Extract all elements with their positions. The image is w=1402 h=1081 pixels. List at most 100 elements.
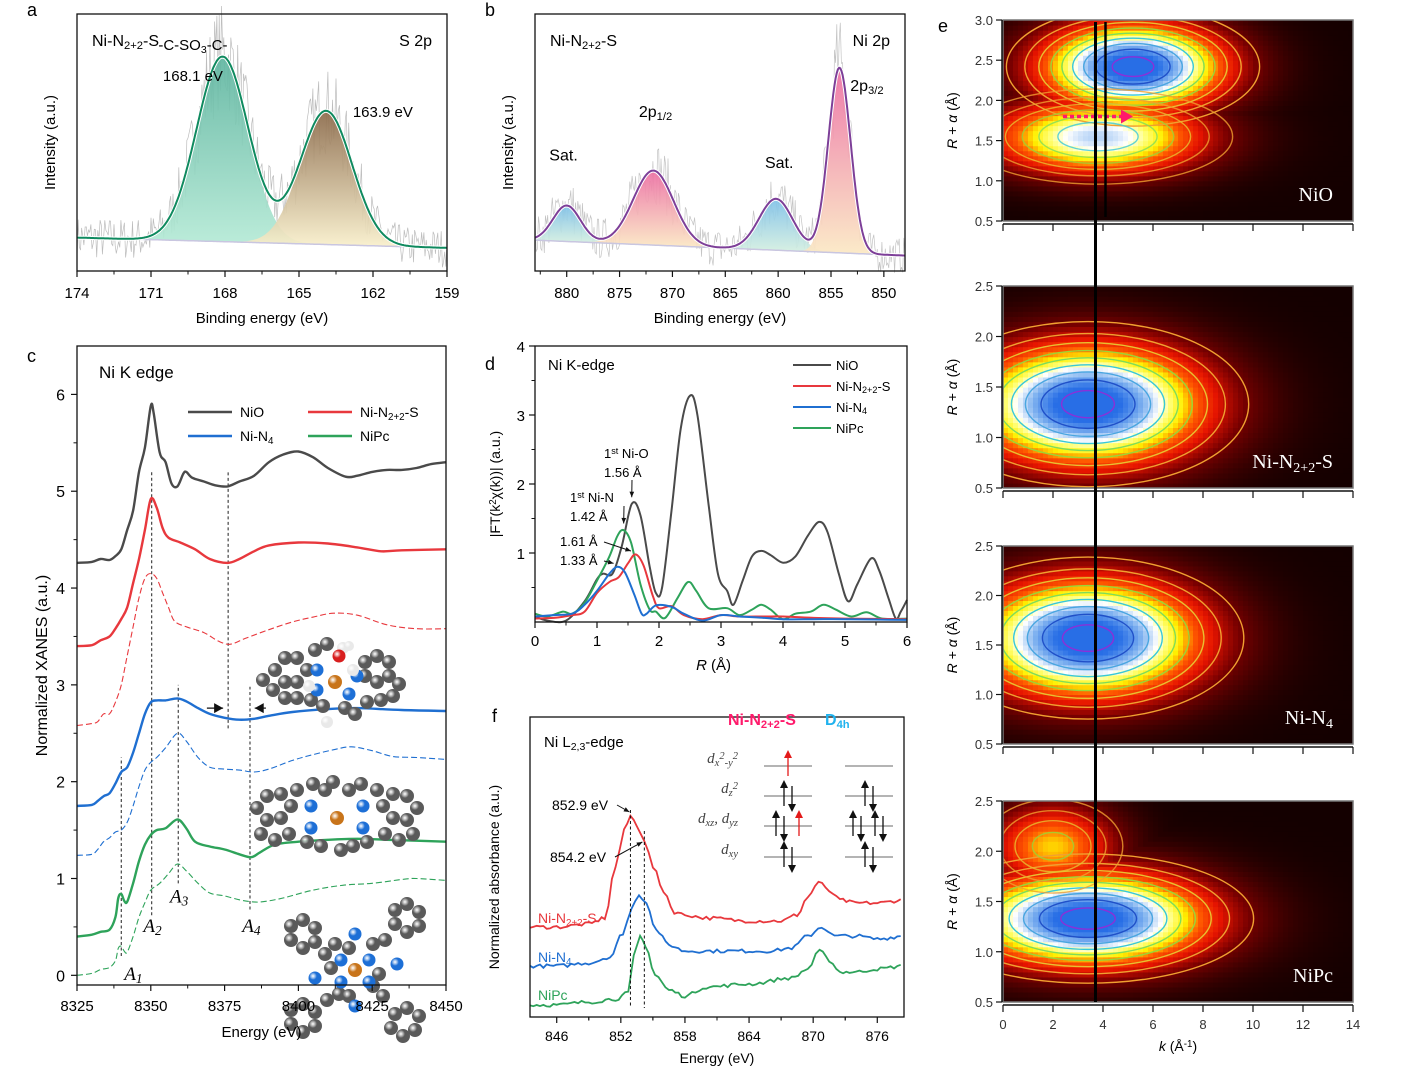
heatmap-cell — [1163, 296, 1169, 302]
heatmap-cell — [1123, 131, 1129, 137]
heatmap-cell — [1263, 45, 1269, 51]
atom — [349, 928, 362, 941]
heatmap-cell — [1318, 206, 1324, 212]
heatmap-cell — [1068, 306, 1074, 312]
heatmap-cell — [1033, 75, 1039, 81]
heatmap-cell — [1318, 115, 1324, 121]
heatmap-cell — [1243, 146, 1249, 152]
heatmap-cell — [1333, 50, 1339, 56]
heatmap-cell — [1118, 186, 1124, 192]
heatmap-cell — [1008, 286, 1014, 292]
heatmap-cell — [1298, 146, 1304, 152]
heatmap-cell — [1018, 181, 1024, 187]
heatmap-cell — [1158, 301, 1164, 307]
heatmap-cell — [1163, 306, 1169, 312]
heatmap-cell — [1068, 75, 1074, 81]
heatmap-cell — [1143, 136, 1149, 142]
heatmap-cell — [1218, 60, 1224, 66]
heatmap-cell — [1243, 191, 1249, 197]
heatmap-cell — [1198, 186, 1204, 192]
annotation-ni-n-part: Ni-N — [584, 490, 614, 505]
heatmap-cell — [1073, 65, 1079, 71]
heatmap-cell — [1048, 201, 1054, 207]
heatmap-cell — [1068, 296, 1074, 302]
heatmap-cell — [1143, 201, 1149, 207]
heatmap-cell — [1283, 65, 1289, 71]
heatmap-cell — [1018, 397, 1024, 403]
heatmap-cell — [1008, 60, 1014, 66]
heatmap-cell — [1238, 131, 1244, 137]
heatmap-cell — [1048, 286, 1054, 292]
atom — [311, 664, 324, 677]
heatmap-cell — [1278, 65, 1284, 71]
heatmap-cell — [1228, 156, 1234, 162]
heatmap-cell — [1088, 20, 1094, 26]
heatmap-cell — [1178, 326, 1184, 332]
heatmap-cell — [1043, 296, 1049, 302]
atom — [274, 811, 288, 825]
legend-label-part: 4 — [268, 436, 274, 447]
heatmap-cell — [1228, 75, 1234, 81]
heatmap-cell — [1173, 156, 1179, 162]
heatmap-cell — [1128, 70, 1134, 76]
atom — [400, 897, 414, 911]
heatmap-cell — [1323, 156, 1329, 162]
heatmap-cell — [1178, 407, 1184, 413]
heatmap-cell — [1313, 110, 1319, 116]
heatmap-cell — [1243, 201, 1249, 207]
annotation-ni-o-part: Ni-O — [618, 446, 648, 461]
heatmap-cell — [1248, 161, 1254, 167]
heatmap-cell — [1023, 45, 1029, 51]
heatmap-cell — [1338, 115, 1344, 121]
heatmap-cell — [1008, 382, 1014, 388]
heatmap-cell — [1123, 316, 1129, 322]
heatmap-cell — [1218, 166, 1224, 172]
heatmap-cell — [1008, 311, 1014, 317]
heatmap-cell — [1058, 186, 1064, 192]
heatmap-cell — [1323, 161, 1329, 167]
heatmap-cell — [1218, 206, 1224, 212]
heatmap-cell — [1268, 60, 1274, 66]
heatmap-cell — [1173, 296, 1179, 302]
atom — [330, 811, 344, 825]
heatmap-cell — [1133, 412, 1139, 418]
heatmap-cell — [1008, 105, 1014, 111]
heatmap-cell — [1163, 412, 1169, 418]
x-tick-label: 0 — [531, 633, 539, 650]
heatmap-cell — [1168, 181, 1174, 187]
heatmap-cell — [1068, 352, 1074, 358]
heatmap-cell — [1293, 171, 1299, 177]
heatmap-cell — [1328, 126, 1334, 132]
heatmap-cell — [1333, 45, 1339, 51]
heatmap-cell — [1123, 382, 1129, 388]
heatmap-cell — [1143, 301, 1149, 307]
heatmap-cell — [1343, 146, 1349, 152]
curve-label-ni-n2s-part: Ni-N — [538, 910, 566, 926]
heatmap-cell — [1173, 65, 1179, 71]
heatmap-cell — [1273, 95, 1279, 101]
heatmap-cell — [1133, 311, 1139, 317]
heatmap-cell — [1143, 206, 1149, 212]
legend-label: NiPc — [836, 421, 864, 436]
heatmap-cell — [1163, 151, 1169, 157]
heatmap-cell — [1248, 95, 1254, 101]
heatmap-cell — [1303, 166, 1309, 172]
heatmap-cell — [1253, 30, 1259, 36]
heatmap-cell — [1208, 156, 1214, 162]
heatmap-cell — [1333, 55, 1339, 61]
heatmap-cell — [1008, 35, 1014, 41]
heatmap-cell — [1168, 392, 1174, 398]
heatmap-cell — [1333, 166, 1339, 172]
heatmap-cell — [1113, 25, 1119, 31]
heatmap-cell — [1083, 196, 1089, 202]
heatmap-cell — [1138, 131, 1144, 137]
heatmap-cell — [1333, 75, 1339, 81]
heatmap-cell — [1143, 286, 1149, 292]
heatmap-cell — [1078, 301, 1084, 307]
heatmap-cell — [1098, 458, 1104, 464]
heatmap-cell — [1018, 206, 1024, 212]
heatmap-cell — [1318, 156, 1324, 162]
x-tick-label: 162 — [360, 285, 385, 302]
heatmap-cell — [1148, 458, 1154, 464]
